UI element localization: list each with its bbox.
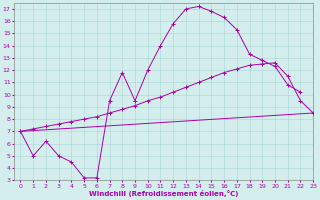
- X-axis label: Windchill (Refroidissement éolien,°C): Windchill (Refroidissement éolien,°C): [89, 190, 238, 197]
